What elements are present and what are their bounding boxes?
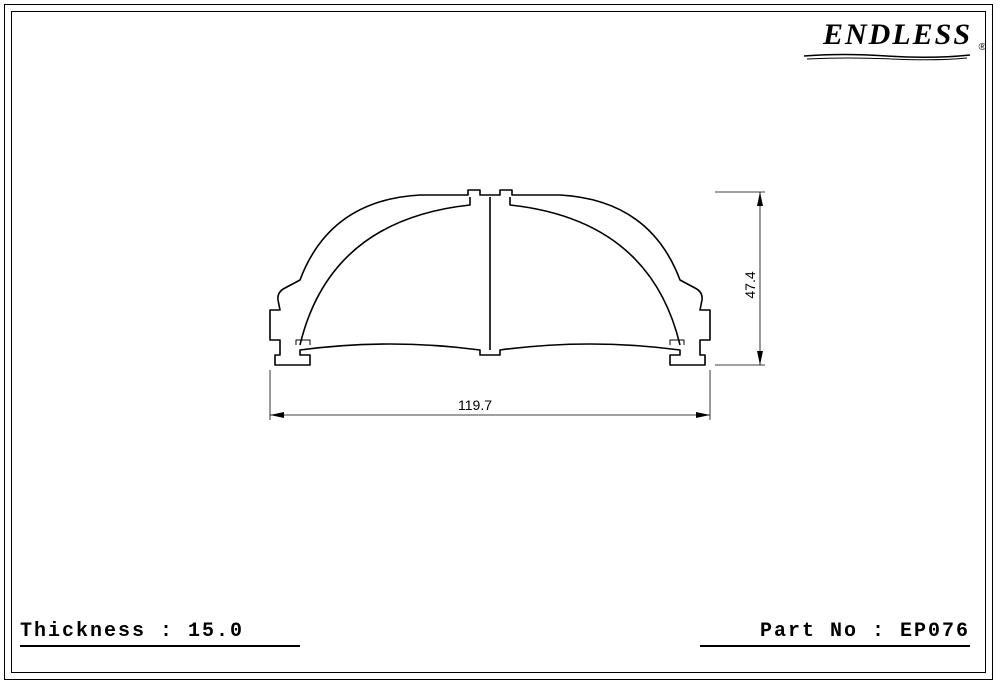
technical-drawing: 119.7 47.4: [0, 0, 1000, 685]
brake-pad-shape: [270, 190, 710, 365]
thickness-underline: [20, 645, 300, 647]
dimension-width-value: 119.7: [458, 397, 492, 413]
partno-label: Part No :: [760, 620, 886, 643]
partno-underline: [700, 645, 970, 647]
thickness-label: Thickness :: [20, 620, 174, 643]
dimension-height-value: 47.4: [742, 271, 758, 298]
thickness-label-group: Thickness : 15.0: [20, 620, 244, 643]
thickness-value: 15.0: [188, 620, 244, 643]
partno-label-group: Part No : EP076: [760, 620, 970, 643]
partno-value: EP076: [900, 620, 970, 643]
